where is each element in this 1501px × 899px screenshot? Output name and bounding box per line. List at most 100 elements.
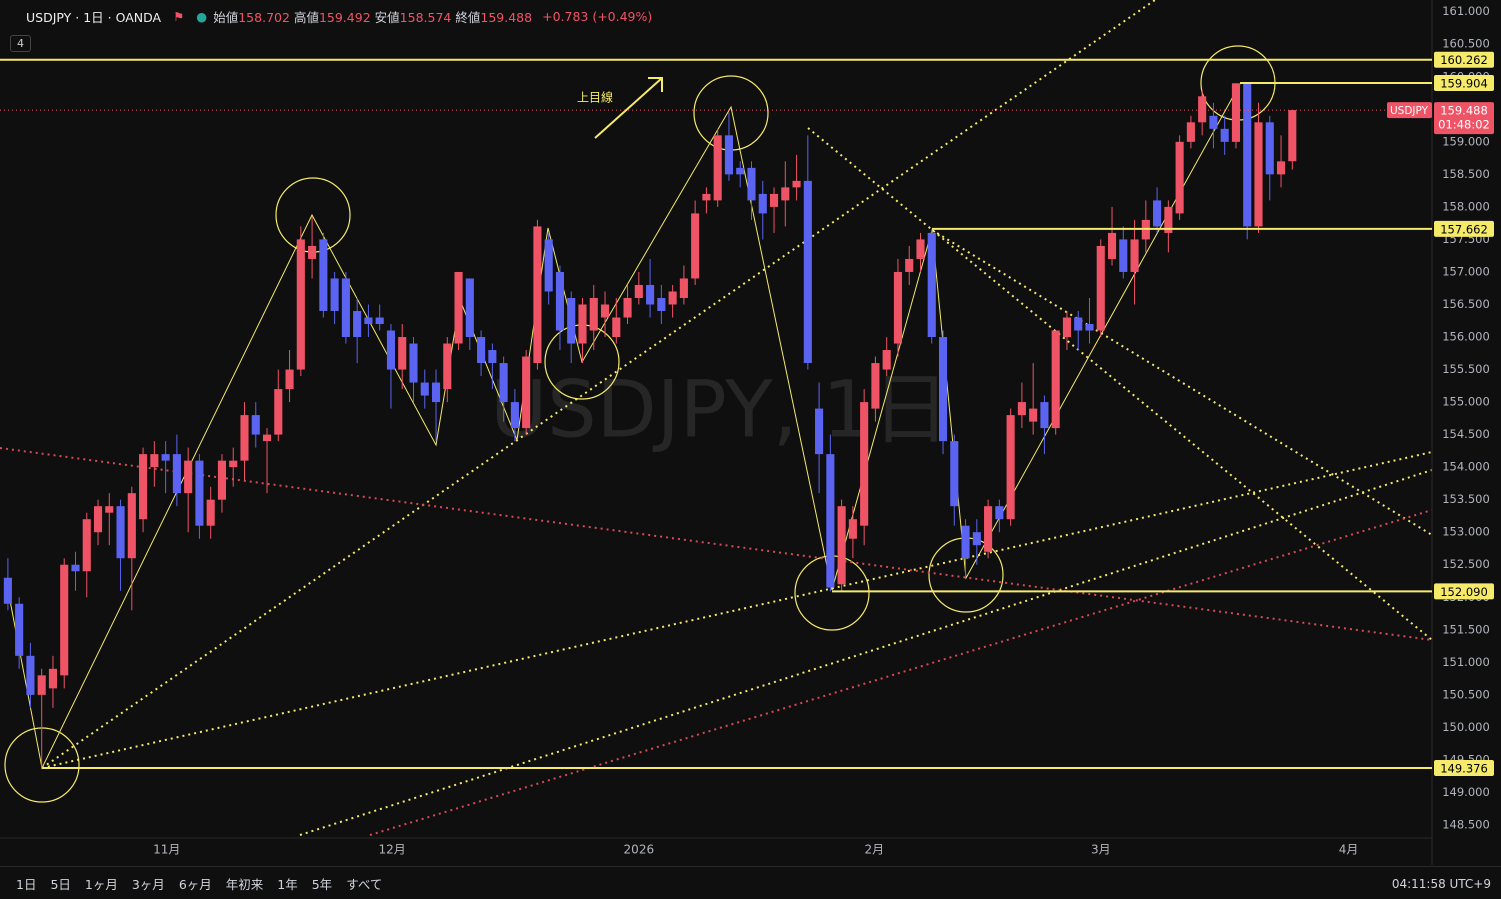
ohlc-label: 始値 xyxy=(213,10,239,25)
candle-body xyxy=(105,506,114,513)
candle-body xyxy=(251,415,260,435)
candle-body xyxy=(420,382,429,396)
candle-body xyxy=(646,284,655,305)
range-button[interactable]: 年初来 xyxy=(225,876,264,892)
level-label: 152.090 xyxy=(1440,585,1488,599)
header: USDJPY · 1日 · OANDA ⚑ ● 始値158.702 高値159.4… xyxy=(10,7,656,26)
candle-body xyxy=(1040,402,1049,429)
candle-body xyxy=(815,408,824,455)
ohlc-value: 159.488 xyxy=(480,10,533,25)
candle-body xyxy=(409,343,418,383)
countdown: 01:48:02 xyxy=(1438,118,1490,132)
candle-body xyxy=(1209,115,1218,129)
candle-body xyxy=(240,415,249,461)
ohlc: 始値158.702 高値159.492 安値158.574 終値159.488 xyxy=(213,7,536,26)
range-button[interactable]: 1ヶ月 xyxy=(84,876,118,892)
indicator-badge[interactable]: 4 xyxy=(10,35,31,52)
level-tag xyxy=(1434,759,1494,776)
candle-body xyxy=(172,454,181,494)
range-button[interactable]: 5日 xyxy=(50,876,71,892)
candle-body xyxy=(544,239,553,292)
candle-body xyxy=(262,434,272,442)
candle-body xyxy=(1119,239,1128,272)
candle-body xyxy=(1029,408,1038,422)
range-button[interactable]: 1年 xyxy=(277,876,298,892)
candle-body xyxy=(792,180,801,188)
y-tick-label: 155.000 xyxy=(1442,395,1490,409)
x-tick-label: 4月 xyxy=(1339,843,1359,857)
candle-body xyxy=(826,454,835,588)
symbol-label: USDJPY xyxy=(1390,105,1429,117)
candle-body xyxy=(668,291,677,305)
candle-body xyxy=(1231,83,1241,142)
candle-body xyxy=(1288,110,1297,162)
candle-body xyxy=(26,655,35,695)
candle-body xyxy=(1051,330,1060,429)
candle-body xyxy=(691,213,700,279)
candle-body xyxy=(1175,141,1184,214)
candle-body xyxy=(1006,415,1015,520)
candle-body xyxy=(984,506,993,552)
y-tick-label: 153.500 xyxy=(1442,492,1490,506)
candle-body xyxy=(724,135,734,175)
candle-body xyxy=(386,330,396,370)
candle-body xyxy=(1017,402,1026,416)
range-button[interactable]: すべて xyxy=(346,876,383,892)
candle-body xyxy=(82,519,91,572)
candle-body xyxy=(454,271,463,344)
candle-body xyxy=(364,317,373,325)
candle-body xyxy=(308,245,317,259)
candle-body xyxy=(589,297,598,331)
candle-body xyxy=(1220,128,1229,142)
y-tick-label: 152.500 xyxy=(1442,557,1490,571)
clock: 04:11:58 UTC+9 xyxy=(1391,877,1491,891)
range-button[interactable]: 1日 xyxy=(16,876,37,892)
candle-body xyxy=(1276,161,1286,175)
ohlc-label: 安値 xyxy=(374,10,400,25)
candle-body xyxy=(477,337,486,364)
candle-body xyxy=(623,297,632,318)
range-button[interactable]: 5年 xyxy=(311,876,333,892)
candle-body xyxy=(184,460,193,494)
candle-body xyxy=(1254,122,1263,227)
range-button[interactable]: 3ヶ月 xyxy=(131,876,165,892)
candle-body xyxy=(758,193,767,214)
x-tick-label: 2月 xyxy=(864,843,884,857)
y-tick-label: 157.000 xyxy=(1442,264,1490,278)
candle-body xyxy=(15,603,24,656)
range-button[interactable]: 6ヶ月 xyxy=(178,876,212,892)
candle-body xyxy=(578,304,587,344)
candle-body xyxy=(206,499,215,526)
candle-body xyxy=(1096,245,1105,331)
drawings xyxy=(0,0,1433,836)
x-tick-label: 12月 xyxy=(378,843,405,857)
y-tick-label: 151.000 xyxy=(1442,655,1490,669)
candle-body xyxy=(431,382,441,403)
candle-body xyxy=(803,180,812,364)
candle-body xyxy=(1265,122,1274,175)
candle-body xyxy=(217,460,227,500)
x-tick-label: 3月 xyxy=(1091,843,1111,857)
candle-body xyxy=(229,460,238,468)
level-tag xyxy=(1434,51,1494,68)
ohlc-label: 終値 xyxy=(455,10,481,25)
annotation: 上目線 xyxy=(577,90,613,105)
candle-body xyxy=(274,389,283,435)
y-tick-label: 161.000 xyxy=(1442,4,1490,18)
candle-body xyxy=(1085,324,1094,331)
y-tick-label: 154.000 xyxy=(1442,460,1490,474)
change: +0.783 (+0.49%) xyxy=(542,9,653,24)
candle-body xyxy=(1130,239,1139,272)
y-tick-label: 151.500 xyxy=(1442,622,1490,636)
y-tick-label: 150.500 xyxy=(1442,687,1490,701)
y-tick-label: 156.000 xyxy=(1442,330,1490,344)
candle-body xyxy=(713,135,722,201)
candle-body xyxy=(71,564,80,572)
candle-body xyxy=(848,519,857,539)
x-tick-label: 2026 xyxy=(624,843,655,857)
y-tick-label: 149.000 xyxy=(1442,785,1490,799)
y-tick-label: 153.000 xyxy=(1442,525,1490,539)
candle-body xyxy=(116,506,125,559)
